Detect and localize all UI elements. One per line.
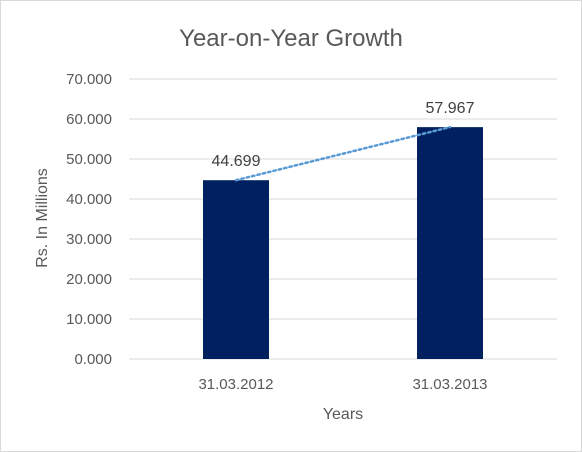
x-tick-label: 31.03.2012 [198, 376, 273, 393]
y-tick-label: 0.000 [74, 351, 112, 368]
y-tick-label: 70.000 [66, 71, 112, 88]
data-label: 44.699 [212, 153, 261, 170]
x-axis-title: Years [323, 406, 363, 423]
x-tick-label: 31.03.2013 [412, 376, 487, 393]
y-tick-label: 60.000 [66, 111, 112, 128]
y-tick-label: 50.000 [66, 151, 112, 168]
data-label: 57.967 [426, 100, 475, 117]
y-axis-title: Rs. In Millions [34, 168, 51, 268]
y-tick-label: 10.000 [66, 311, 112, 328]
gridlines [129, 78, 557, 360]
y-tick-label: 20.000 [66, 271, 112, 288]
bar [203, 180, 269, 359]
y-tick-label: 40.000 [66, 191, 112, 208]
chart-title: Year-on-Year Growth [179, 25, 403, 52]
bars [203, 127, 483, 359]
y-axis-ticks: 0.000 10.000 20.000 30.000 40.000 50.000 60.00… [66, 71, 112, 368]
trendline-layer [234, 125, 452, 182]
trendline [234, 125, 452, 182]
bar [417, 127, 483, 359]
x-axis-ticks: 31.03.2012 31.03.2013 [198, 376, 487, 393]
data-labels: 44.699 57.967 [212, 100, 475, 170]
y-tick-label: 30.000 [66, 231, 112, 248]
